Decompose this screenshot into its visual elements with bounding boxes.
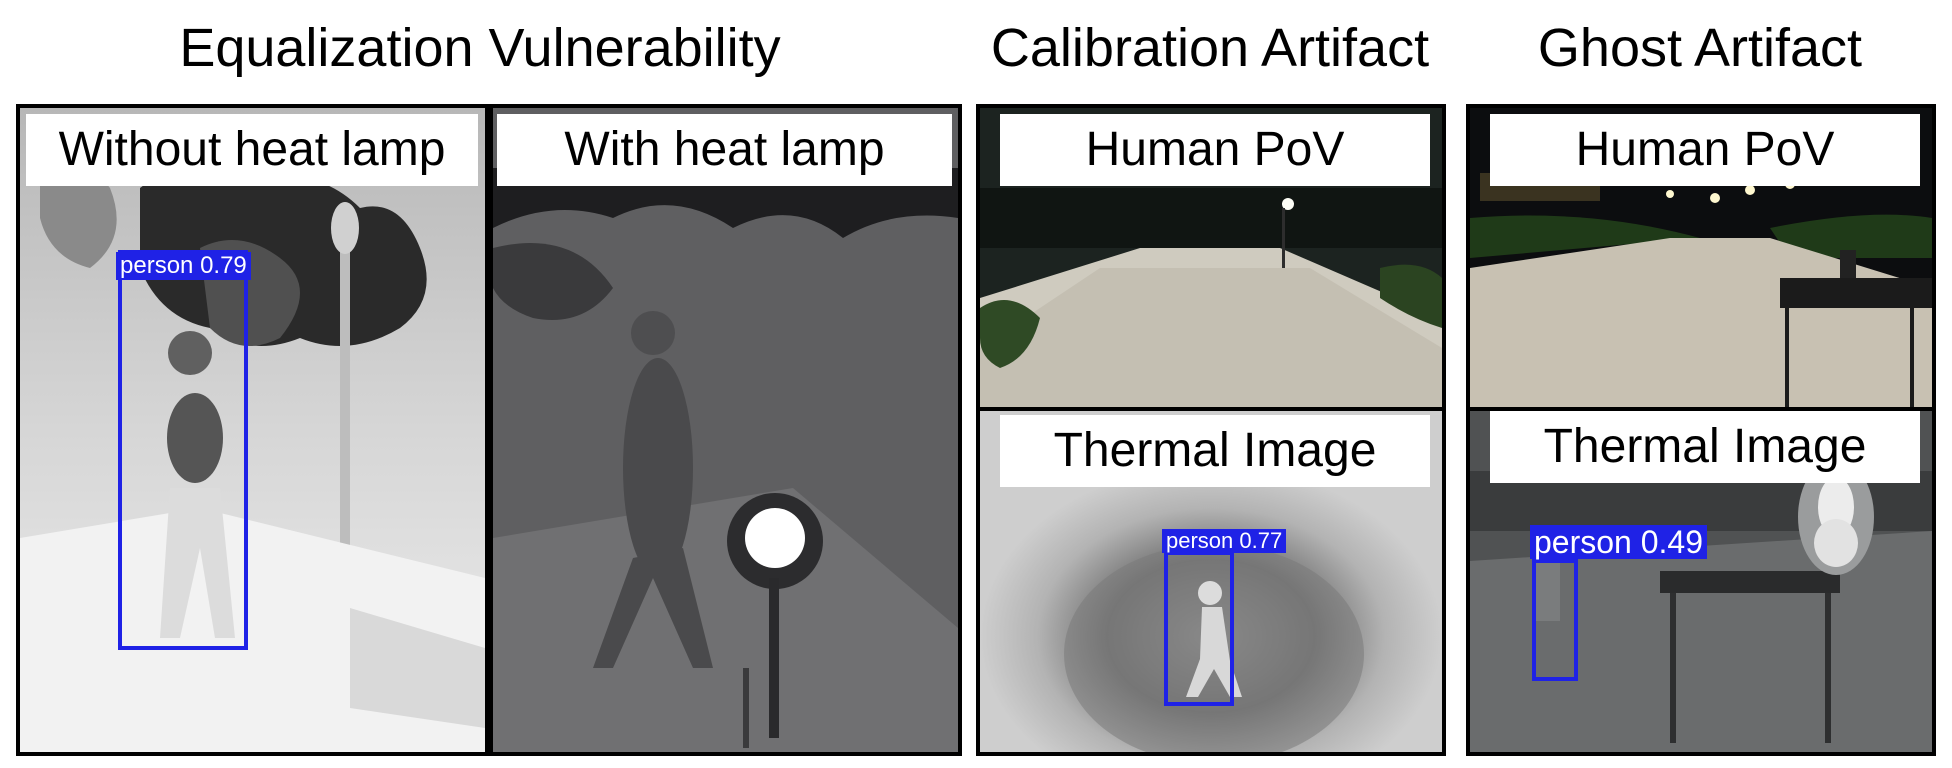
thermal-image-with-lamp — [493, 108, 958, 752]
detection-box — [1532, 559, 1578, 681]
detection-class: person — [1166, 528, 1234, 553]
panel-calibration-thermal: Thermal Image person 0.77 — [976, 407, 1446, 756]
heading-equalization-vulnerability: Equalization Vulnerability — [179, 18, 781, 78]
heading-calibration-artifact: Calibration Artifact — [990, 18, 1430, 78]
panel-label: Thermal Image — [1490, 411, 1920, 483]
thermal-image-without-lamp — [20, 108, 485, 752]
panel-label: Thermal Image — [1000, 415, 1430, 487]
panel-label: Human PoV — [1000, 114, 1430, 186]
panel-label: Human PoV — [1490, 114, 1920, 186]
panel-ghost-human-pov: Human PoV — [1466, 104, 1936, 411]
detection-box — [118, 250, 248, 650]
detection-tag: person 0.79 — [116, 252, 251, 280]
detection-score: 0.49 — [1640, 524, 1704, 560]
detection-box — [1164, 551, 1234, 706]
panel-with-heat-lamp: With heat lamp — [489, 104, 962, 756]
panel-ghost-thermal: Thermal Image person 0.49 — [1466, 407, 1936, 756]
panel-calibration-human-pov: Human PoV — [976, 104, 1446, 411]
panel-label: With heat lamp — [497, 114, 952, 186]
heading-ghost-artifact: Ghost Artifact — [1537, 18, 1863, 78]
detection-score: 0.79 — [200, 252, 247, 279]
detection-tag: person 0.49 — [1530, 524, 1708, 560]
panel-without-heat-lamp: Without heat lamp person 0.79 — [16, 104, 489, 756]
detection-class: person — [1534, 524, 1632, 560]
detection-class: person — [120, 252, 194, 279]
detection-score: 0.77 — [1239, 528, 1283, 553]
panel-label: Without heat lamp — [26, 114, 478, 186]
detection-tag: person 0.77 — [1162, 528, 1287, 553]
